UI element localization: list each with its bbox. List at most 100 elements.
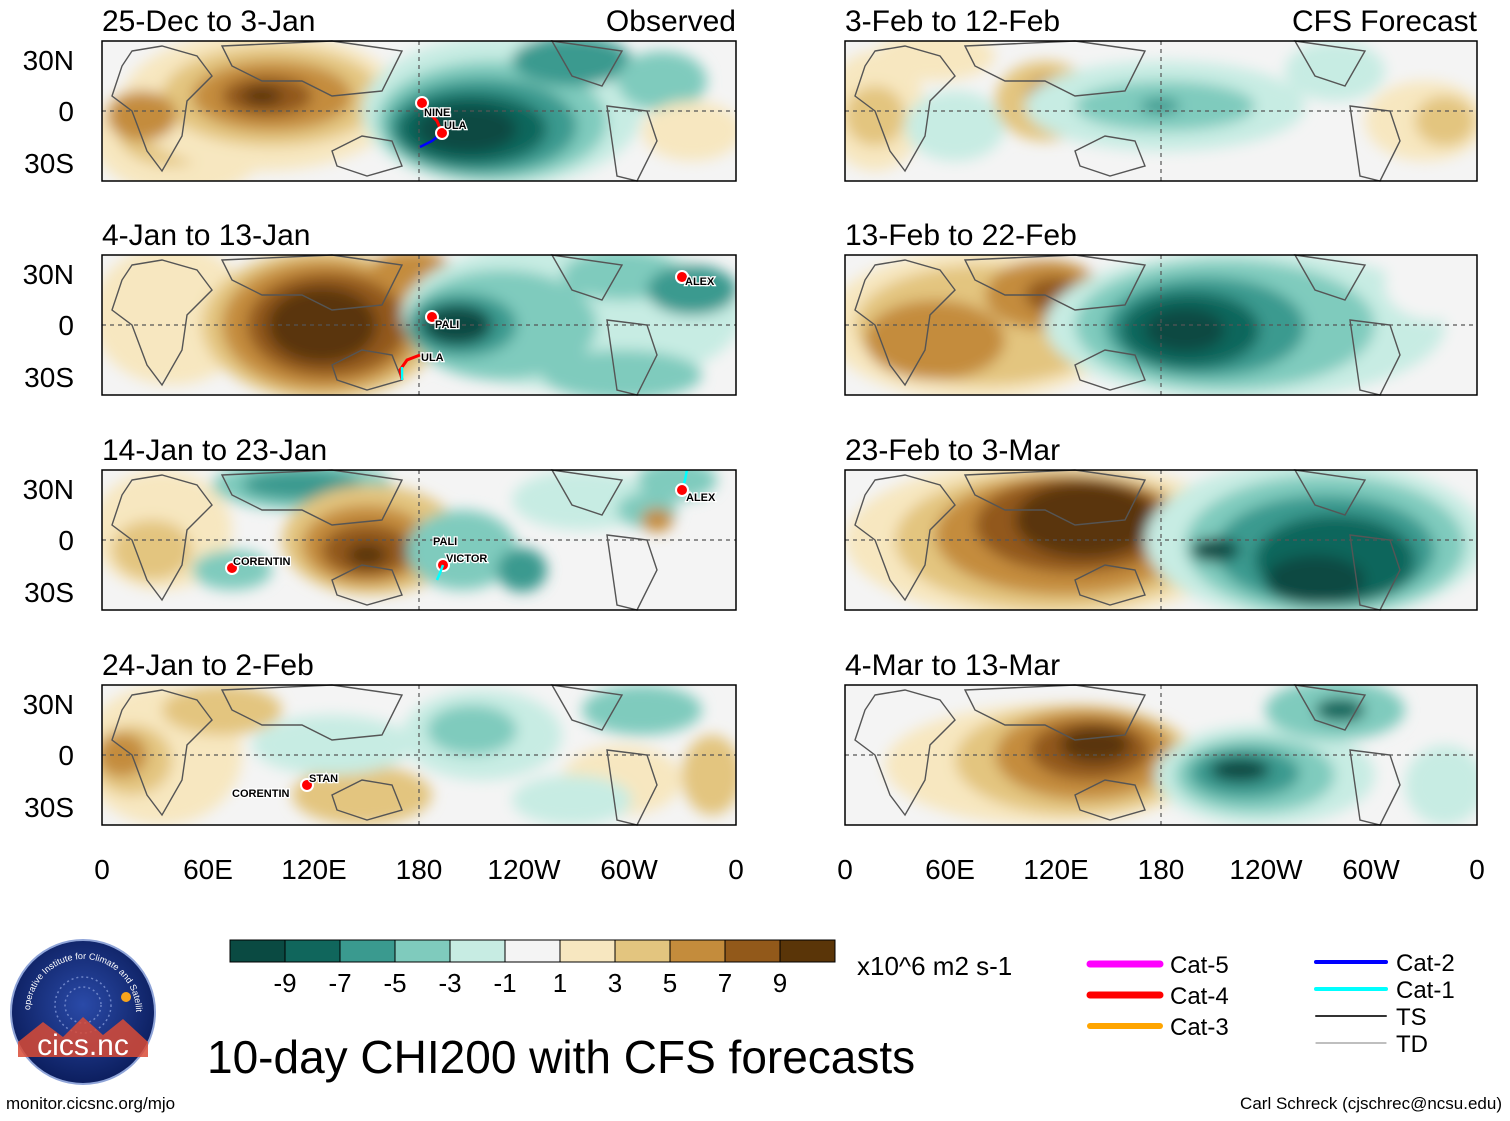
storm-label-stan: STAN <box>309 773 338 785</box>
lon-label: 120W <box>487 854 561 885</box>
lon-label: 0 <box>1469 854 1485 885</box>
author-credit: Carl Schreck (cjschrec@ncsu.edu) <box>1240 1094 1502 1113</box>
source-url: monitor.cicsnc.org/mjo <box>6 1094 176 1113</box>
colorbar-tick-label: 3 <box>608 968 622 998</box>
panel-2-frame <box>101 254 737 396</box>
storm-label-pali-2: PALI <box>433 536 457 548</box>
lon-labels-left: 0 60E 120E 180 120W 60W 0 <box>94 854 744 885</box>
colorbar-swatch <box>229 939 286 963</box>
lat-label: 30N <box>23 45 74 76</box>
figure-title: 10-day CHI200 with CFS forecasts <box>207 1031 916 1083</box>
colorbar-swatch <box>339 939 396 963</box>
storm-label-alex: ALEX <box>685 276 715 288</box>
panel-3-grid <box>102 470 736 610</box>
panel-2-grid <box>102 255 736 395</box>
panel-1-right-label: Observed <box>606 5 736 38</box>
legend-label-td: TD <box>1396 1031 1428 1058</box>
colorbar-swatch <box>284 939 341 963</box>
panel-4-frame <box>101 684 737 826</box>
lon-label: 120E <box>281 854 346 885</box>
storm-label-corentin: CORENTIN <box>233 556 291 568</box>
panel-1-grid <box>102 41 736 181</box>
panel-5-shading <box>845 41 1477 171</box>
colorbar-tick-label: 7 <box>718 968 732 998</box>
lon-label: 180 <box>396 854 443 885</box>
lat-label: 30N <box>23 689 74 720</box>
logo-name: cics.nc <box>37 1029 129 1062</box>
lat-label: 30N <box>23 259 74 290</box>
panel-8 <box>844 684 1478 826</box>
panel-5-frame <box>844 40 1478 182</box>
panel-3: ALEX CORENTIN PALI VICTOR <box>101 469 737 611</box>
legend-label-cat-1: Cat-1 <box>1396 977 1455 1004</box>
panel-3-coastlines <box>111 469 658 611</box>
lon-label: 0 <box>837 854 853 885</box>
panel-4-grid <box>102 685 736 825</box>
lat-label: 30S <box>24 362 74 393</box>
panel-1: NINE ULA <box>101 40 737 182</box>
panel-3-title: 14-Jan to 23-Jan <box>102 434 327 467</box>
panel-6-title: 13-Feb to 22-Feb <box>845 219 1077 252</box>
lat-label: 0 <box>58 740 74 771</box>
legend-label-cat-3: Cat-3 <box>1170 1014 1229 1041</box>
legend-label-cat-4: Cat-4 <box>1170 983 1229 1010</box>
legend-label-cat-5: Cat-5 <box>1170 952 1229 979</box>
colorbar-units: x10^6 m2 s-1 <box>857 951 1013 981</box>
panel-5-title: 3-Feb to 12-Feb <box>845 5 1060 38</box>
panel-5-right-label: CFS Forecast <box>1292 5 1478 38</box>
panel-7-title: 23-Feb to 3-Mar <box>845 434 1060 467</box>
colorbar-swatch <box>724 939 781 963</box>
panel-4-shading <box>102 685 736 825</box>
colorbar-tick-label: -1 <box>493 968 516 998</box>
colorbar-swatch <box>779 939 836 963</box>
colorbar-tick-label: 5 <box>663 968 677 998</box>
lon-label: 180 <box>1138 854 1185 885</box>
panel-1-frame <box>101 40 737 182</box>
lat-label: 30S <box>24 148 74 179</box>
lon-label: 120W <box>1229 854 1303 885</box>
panel-7-coastlines <box>854 469 1401 611</box>
panel-4-storm-tracks <box>300 778 314 792</box>
panel-6 <box>844 254 1478 396</box>
lat-label: 0 <box>58 96 74 127</box>
panel-6-frame <box>844 254 1478 396</box>
legend-label-ts: TS <box>1396 1004 1427 1031</box>
storm-label-victor: VICTOR <box>446 553 487 565</box>
panel-2-title: 4-Jan to 13-Jan <box>102 219 310 252</box>
panel-4-title: 24-Jan to 2-Feb <box>102 649 314 682</box>
colorbar-tick-label: -9 <box>273 968 296 998</box>
colorbar-tick-label: -7 <box>328 968 351 998</box>
panel-8-title: 4-Mar to 13-Mar <box>845 649 1060 682</box>
panel-2: ALEX PALI ULA <box>101 254 737 396</box>
storm-label-ula-2: ULA <box>421 352 444 364</box>
colorbar: -9 -7 -5 -3 -1 1 3 5 7 9 <box>229 939 836 998</box>
colorbar-swatch <box>559 939 616 963</box>
lon-label: 0 <box>728 854 744 885</box>
colorbar-tick-label: 9 <box>773 968 787 998</box>
storm-label-corentin-2: CORENTIN <box>232 788 290 800</box>
panel-5-grid <box>845 41 1477 181</box>
lon-label: 60E <box>925 854 975 885</box>
lat-label: 30N <box>23 474 74 505</box>
colorbar-swatch <box>614 939 671 963</box>
colorbar-tick-label: -5 <box>383 968 406 998</box>
panel-6-grid <box>845 255 1477 395</box>
panel-3-frame <box>101 469 737 611</box>
panel-3-storm-tracks <box>225 469 689 581</box>
colorbar-tick-label: -3 <box>438 968 461 998</box>
panel-5 <box>844 40 1478 182</box>
panel-1-coastlines <box>111 40 658 182</box>
panel-7-grid <box>845 470 1477 610</box>
colorbar-swatch <box>394 939 451 963</box>
cics-logo: Cooperative Institute for Climate and Sa… <box>8 937 156 1085</box>
panel-7-frame <box>844 469 1478 611</box>
lat-label: 30S <box>24 792 74 823</box>
lon-label: 60W <box>1342 854 1400 885</box>
panel-4: STAN CORENTIN <box>101 684 737 826</box>
legend-label-cat-2: Cat-2 <box>1396 950 1455 977</box>
colorbar-swatch <box>504 939 561 963</box>
lon-label: 60W <box>600 854 658 885</box>
lon-label: 0 <box>94 854 110 885</box>
